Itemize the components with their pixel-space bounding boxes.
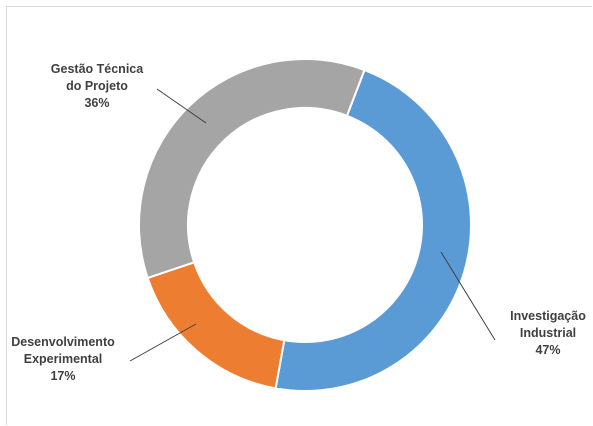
- leader-lines: [129, 88, 496, 362]
- slice-gestao-tecnica: [138, 58, 366, 280]
- slice-name-line: Industrial: [520, 326, 576, 340]
- slice-name-line: do Projeto: [66, 79, 128, 93]
- slice-name-line: Investigação: [510, 309, 586, 323]
- leader-line-desenvolvimento: [129, 323, 197, 362]
- leader-line-investigacao: [440, 251, 496, 341]
- slice-name-line: Desenvolvimento: [11, 335, 115, 349]
- data-label-gestao-tecnica: Gestão Técnica do Projeto 36%: [51, 62, 144, 110]
- data-labels: Investigação Industrial 47% Desenvolvimento…: [11, 62, 586, 383]
- slice-name-line: Experimental: [24, 352, 103, 366]
- slice-percent: 36%: [84, 96, 109, 110]
- data-label-desenvolvimento: Desenvolvimento Experimental 17%: [11, 335, 115, 383]
- slice-percent: 17%: [50, 369, 75, 383]
- slice-name-line: Gestão Técnica: [51, 62, 144, 76]
- leader-line-gestao-tecnica: [156, 88, 207, 124]
- slice-investigacao: [274, 68, 472, 392]
- slice-desenvolvimento: [146, 261, 286, 390]
- data-label-investigacao: Investigação Industrial 47%: [510, 309, 586, 357]
- doughnut-slices: [138, 58, 472, 392]
- slice-percent: 47%: [535, 343, 560, 357]
